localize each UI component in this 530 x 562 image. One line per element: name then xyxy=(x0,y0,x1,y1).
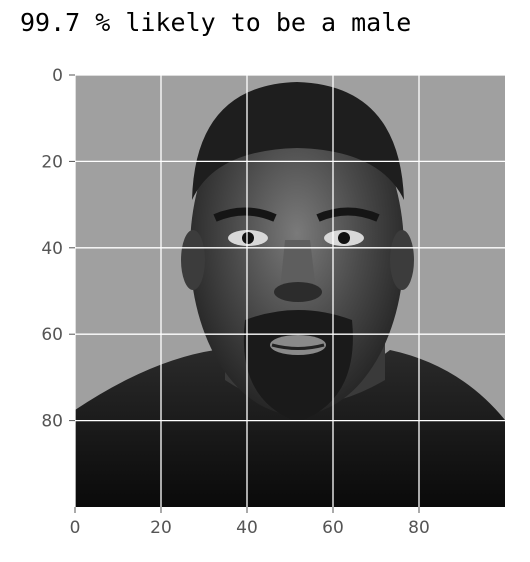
x-axis: 0 20 40 60 80 xyxy=(70,507,430,538)
mouth xyxy=(270,335,326,355)
prediction-caption: 99.7 % likely to be a male xyxy=(20,8,412,37)
portrait-image xyxy=(75,75,505,507)
y-tick-label: 20 xyxy=(41,152,63,172)
x-tick-label: 40 xyxy=(236,518,258,538)
left-eyebrow xyxy=(213,207,277,222)
right-ear xyxy=(390,230,414,290)
x-tick-label: 0 xyxy=(70,518,81,538)
y-tick-label: 40 xyxy=(41,239,63,259)
y-tick-label: 60 xyxy=(41,325,63,345)
x-tick-label: 80 xyxy=(408,518,430,538)
right-pupil xyxy=(338,232,350,244)
x-tick-label: 20 xyxy=(150,518,172,538)
left-pupil xyxy=(242,232,254,244)
y-tick-label: 0 xyxy=(52,66,63,86)
nostrils xyxy=(274,282,322,302)
lip-line xyxy=(271,343,325,350)
y-axis: 0 20 40 60 80 xyxy=(41,66,75,432)
y-tick-label: 80 xyxy=(41,412,63,432)
x-tick-label: 60 xyxy=(322,518,344,538)
grid-lines xyxy=(74,74,505,507)
shoulders xyxy=(75,350,505,507)
hair xyxy=(192,82,404,200)
right-eyebrow xyxy=(316,207,380,222)
left-ear xyxy=(181,230,205,290)
beard xyxy=(243,310,353,422)
